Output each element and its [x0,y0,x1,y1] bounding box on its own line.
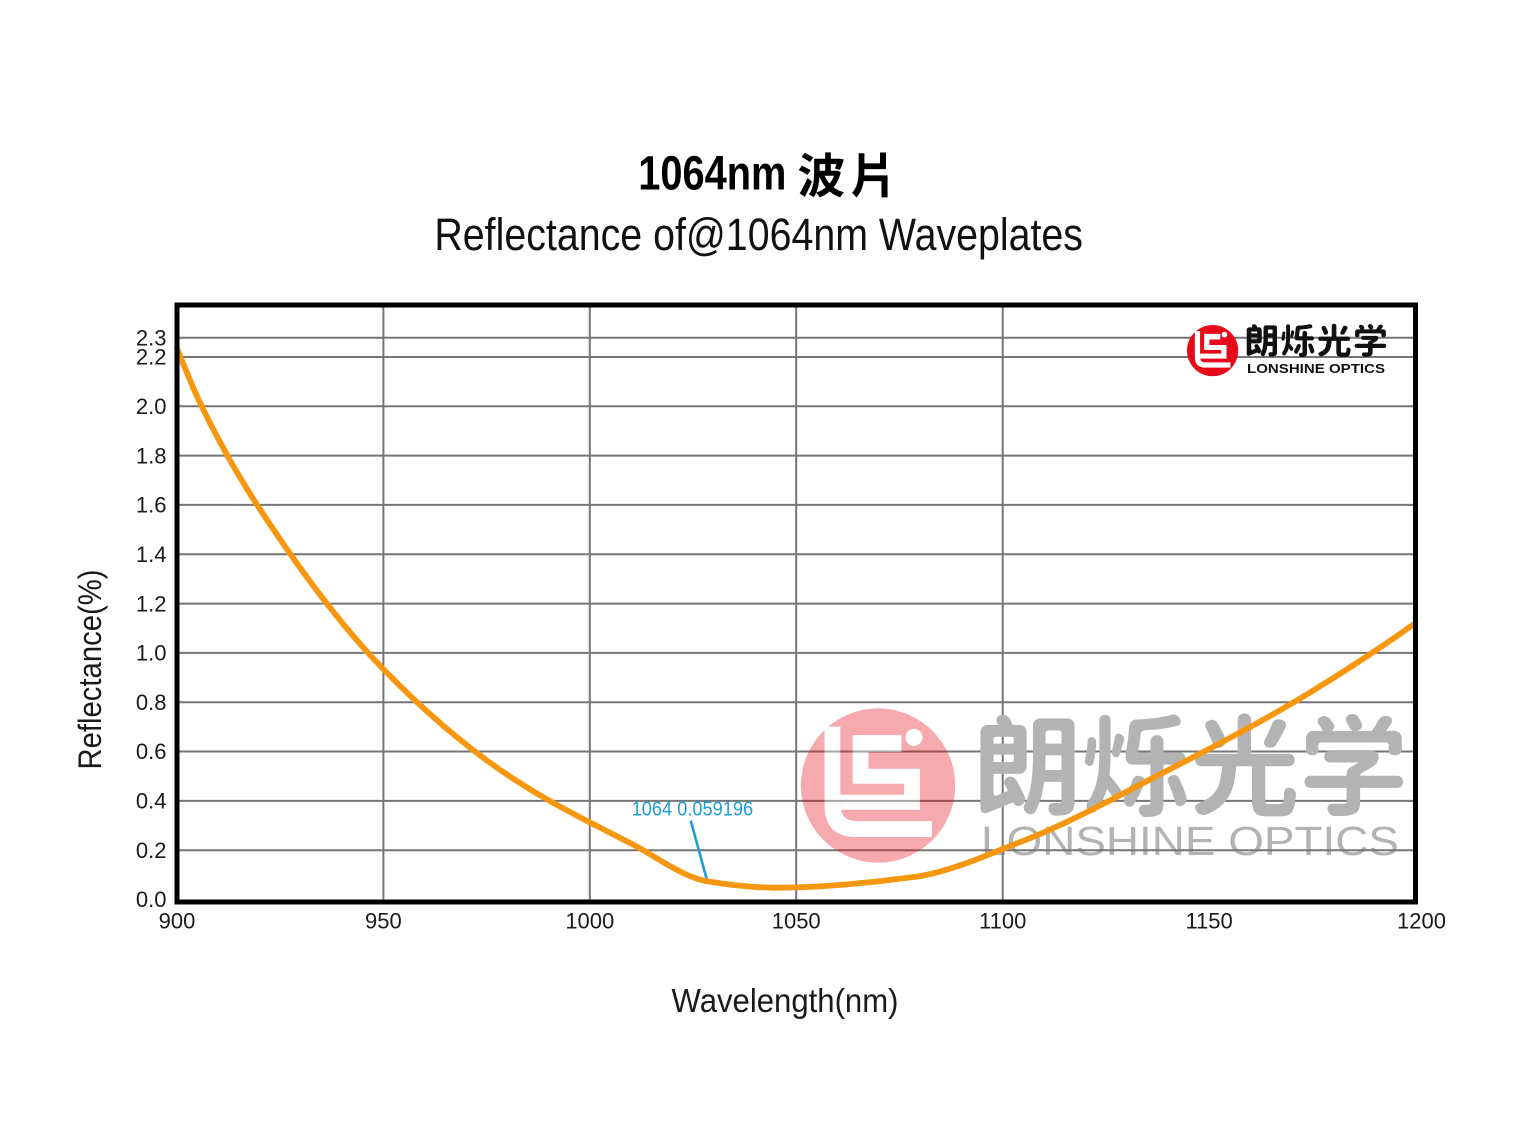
svg-text:1.0: 1.0 [136,641,167,666]
svg-text:2.3: 2.3 [136,326,167,351]
svg-text:0.6: 0.6 [136,739,167,764]
svg-text:Wavelength(nm): Wavelength(nm) [672,982,899,1019]
svg-text:1064 0.059196: 1064 0.059196 [632,797,753,820]
svg-text:1150: 1150 [1185,909,1232,934]
svg-text:Reflectance(%): Reflectance(%) [72,570,108,770]
svg-text:0.4: 0.4 [136,789,167,814]
svg-text:1.8: 1.8 [136,443,167,468]
svg-text:1050: 1050 [772,909,821,934]
svg-text:0.0: 0.0 [136,887,167,912]
svg-text:1.4: 1.4 [136,542,167,567]
svg-text:LONSHINE OPTICS: LONSHINE OPTICS [1247,362,1385,376]
svg-text:1.2: 1.2 [136,591,167,616]
svg-text:0.2: 0.2 [136,838,167,863]
svg-text:1.6: 1.6 [136,493,167,518]
svg-text:1000: 1000 [565,909,614,934]
svg-text:2.2: 2.2 [136,345,167,370]
svg-text:1200: 1200 [1397,909,1446,934]
svg-text:1100: 1100 [979,909,1026,934]
svg-text:LONSHINE OPTICS: LONSHINE OPTICS [981,818,1399,864]
svg-text:Reflectance of@1064nm Waveplat: Reflectance of@1064nm Waveplates [434,209,1083,260]
svg-text:950: 950 [365,909,402,934]
svg-text:2.0: 2.0 [136,394,167,419]
svg-text:900: 900 [159,909,196,934]
svg-text:0.8: 0.8 [136,690,167,715]
svg-text:1064nm: 1064nm [638,148,786,201]
